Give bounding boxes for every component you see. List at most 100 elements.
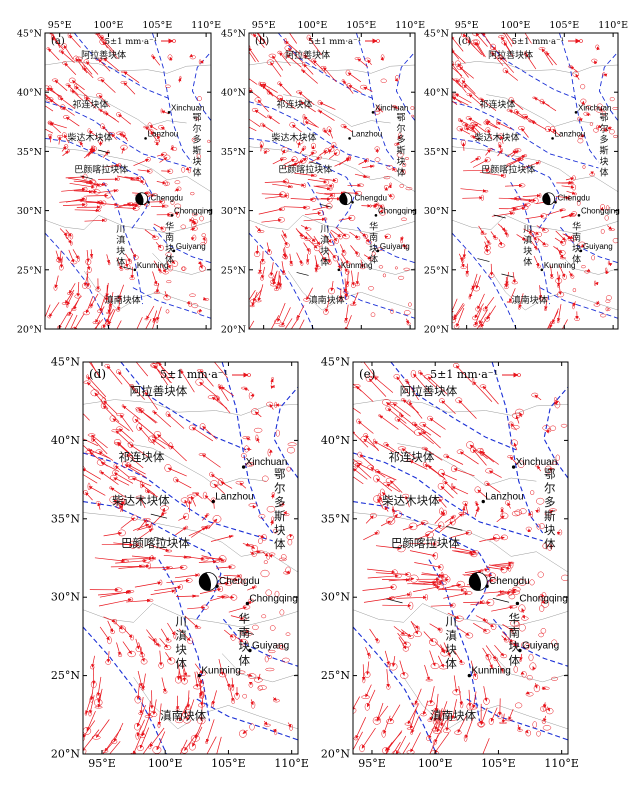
- dot-icon: [133, 268, 137, 272]
- velocity-vector: [289, 122, 302, 133]
- error-ellipse: [83, 59, 89, 64]
- alashan-block-label: 阿拉善块体: [488, 49, 533, 61]
- velocity-vector: [276, 271, 281, 289]
- error-ellipse: [357, 183, 365, 187]
- velocity-vector: [55, 250, 63, 263]
- svg-text:块: 块: [445, 642, 457, 656]
- error-ellipse: [328, 287, 336, 295]
- error-ellipse: [61, 132, 67, 138]
- velocity-vector: [299, 99, 316, 113]
- error-ellipse: [85, 284, 91, 289]
- error-ellipse: [198, 59, 202, 65]
- dot-icon: [172, 249, 176, 253]
- lat-tick-label: 30°N: [321, 591, 350, 604]
- error-ellipse: [149, 333, 152, 337]
- error-ellipse: [165, 84, 171, 88]
- city-label: Guiyang: [252, 641, 289, 652]
- velocity-vector: [338, 155, 352, 166]
- map-content: [69, 362, 298, 754]
- panels-layer: Xinchuan Lanzhou Chengdu Chongqing Guiyang Ku…: [17, 20, 628, 770]
- velocity-vector: [317, 99, 336, 110]
- svg-text:块: 块: [523, 245, 532, 257]
- error-ellipse: [105, 294, 108, 300]
- error-ellipse: [142, 179, 146, 185]
- error-ellipse: [57, 134, 63, 139]
- velocity-vector: [129, 266, 135, 281]
- svg-text:滇: 滇: [116, 234, 125, 246]
- velocity-vector: [312, 203, 333, 211]
- error-ellipse: [83, 202, 88, 207]
- error-ellipse: [81, 65, 86, 70]
- error-ellipse: [60, 104, 66, 110]
- error-ellipse: [372, 164, 375, 168]
- error-ellipse: [66, 333, 70, 336]
- error-ellipse: [90, 255, 93, 259]
- svg-text:斯: 斯: [396, 145, 405, 157]
- svg-text:体: 体: [599, 167, 608, 179]
- map-panel-d: XinchuanLanzhouChengduChongqingGuiyangKu…: [51, 356, 309, 771]
- velocity-vector: [364, 57, 372, 66]
- velocity-vector: [283, 156, 298, 166]
- lon-tick-label: 110°E: [395, 20, 425, 31]
- velocity-vector: [364, 235, 372, 245]
- velocity-vector: [105, 282, 109, 300]
- velocity-vector: [78, 200, 103, 205]
- dot-icon: [374, 214, 378, 217]
- velocity-vector: [143, 125, 155, 134]
- velocity-vector: [339, 244, 347, 256]
- velocity-vector: [401, 243, 408, 250]
- error-ellipse: [333, 178, 339, 184]
- longitude-tick-labels: 95°E 100°E 105°E 110°E: [252, 20, 425, 31]
- svg-text:滇: 滇: [523, 234, 532, 246]
- velocity-vector: [190, 226, 198, 232]
- city-label: Chengdu: [558, 193, 590, 202]
- error-ellipse: [119, 267, 124, 271]
- velocity-vector: [306, 34, 322, 56]
- velocity-vector: [260, 266, 266, 281]
- error-ellipse: [342, 373, 345, 377]
- map-background: [45, 33, 211, 329]
- velocity-vector: [327, 252, 332, 265]
- block-boundary: [45, 232, 110, 329]
- diannan-block-label: 滇南块体: [309, 294, 345, 306]
- error-ellipse: [331, 183, 334, 189]
- velocity-vector: [46, 47, 60, 61]
- dot-icon: [167, 111, 171, 114]
- error-ellipse: [69, 402, 76, 404]
- velocity-vector: [347, 183, 365, 188]
- error-ellipse: [107, 149, 110, 154]
- velocity-vector: [130, 248, 139, 260]
- error-ellipse: [334, 149, 340, 156]
- error-ellipse: [260, 276, 264, 281]
- error-ellipse: [302, 145, 307, 150]
- velocity-vector: [62, 202, 88, 207]
- lat-tick-label: 20°N: [221, 325, 246, 336]
- diannan-block-label: 滇南块体: [105, 294, 141, 306]
- error-ellipse: [406, 322, 411, 326]
- svg-text:多: 多: [599, 134, 608, 146]
- velocity-vector: [272, 157, 287, 165]
- svg-text:鄂: 鄂: [274, 467, 286, 481]
- velocity-vector: [95, 57, 111, 72]
- velocity-vector: [87, 128, 99, 138]
- velocity-vector: [380, 54, 385, 61]
- map-content: [342, 362, 568, 754]
- velocity-vector: [359, 84, 373, 92]
- error-ellipse: [342, 468, 348, 475]
- error-ellipse: [270, 283, 277, 287]
- city-label: Guiyang: [583, 242, 613, 251]
- velocity-vector: [302, 62, 314, 75]
- velocity-vector: [144, 229, 159, 240]
- error-ellipse: [98, 205, 102, 209]
- svg-text:体: 体: [165, 254, 174, 266]
- error-ellipse: [159, 270, 162, 274]
- qilian-block-label: 祁连块体: [388, 450, 434, 464]
- error-ellipse: [207, 139, 211, 144]
- velocity-vector: [281, 230, 288, 239]
- velocity-vector: [253, 245, 261, 257]
- error-ellipse: [67, 33, 71, 39]
- svg-text:块: 块: [320, 245, 329, 257]
